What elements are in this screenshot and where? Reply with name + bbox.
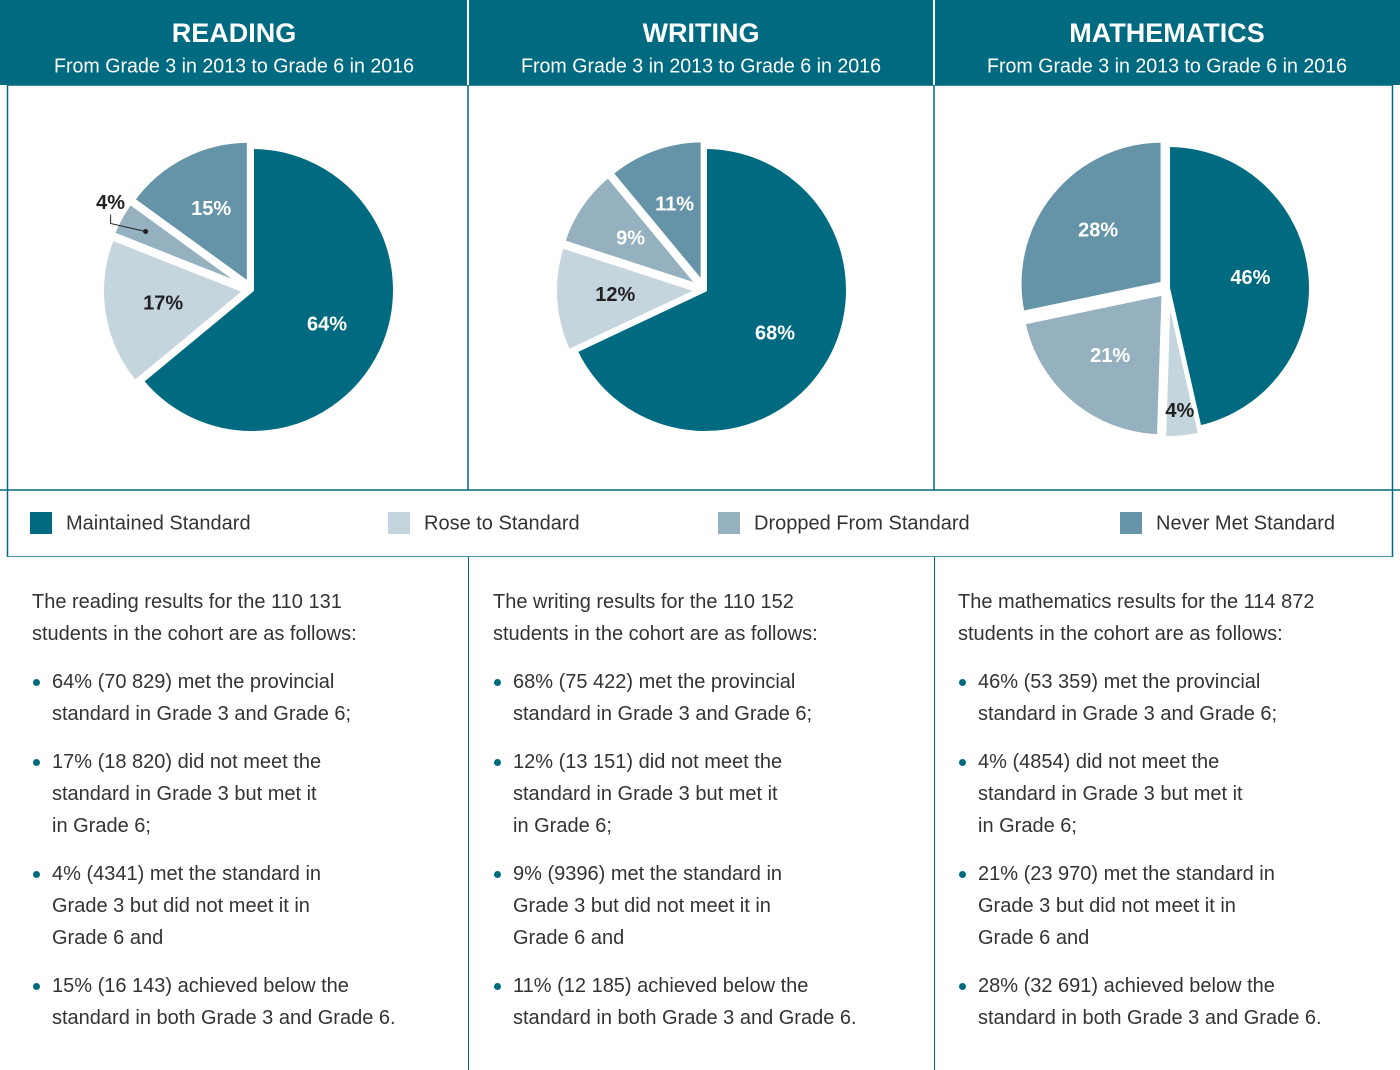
data-label: 4% [96,192,125,214]
text-line: 46% (53 359) met the provincial [978,671,1261,693]
bullet: 46% (53 359) met the provincial standard … [958,666,1398,730]
bullet: 12% (13 151) did not meet the standard in… [493,746,933,842]
bullet: 21% (23 970) met the standard in Grade 3 … [958,858,1398,954]
text-line: 4% (4341) met the standard in [52,863,322,885]
text-line: standard in both Grade 3 and Grade 6. [978,1007,1322,1029]
text-line: 15% (16 143) achieved below the [52,975,349,997]
data-label: 12% [595,284,635,306]
pie-slice [1017,138,1165,315]
chart-title: READING [172,18,297,48]
pie-slice [609,138,705,286]
legend-label: Rose to Standard [424,512,580,534]
text-line: students in the cohort are as follows: [32,623,357,645]
chart-title: MATHEMATICS [1069,18,1264,48]
legend-swatch [388,512,410,534]
legend-label: Dropped From Standard [754,512,970,534]
pie-slice [110,200,248,289]
pie-slice [100,236,248,385]
text-line: standard in Grade 3 but met it [978,783,1243,805]
pie-slice [553,244,701,354]
divider [934,557,935,1070]
header-band [0,0,1400,85]
legend-swatch [1120,512,1142,534]
chart-subtitle: From Grade 3 in 2013 to Grade 6 in 2016 [521,55,881,77]
text-line: 17% (18 820) did not meet the [52,751,322,773]
text-line: The writing results for the 110 152 [493,591,794,613]
pie-slice [1162,292,1203,440]
text-line: Grade 3 but did not meet it in [52,895,310,917]
text-line: Grade 3 but did not meet it in [513,895,771,917]
text-line: The reading results for the 110 131 [32,591,342,613]
leader-dot [143,229,149,235]
text-line: standard in both Grade 3 and Grade 6. [513,1007,857,1029]
intro: The writing results for the 110 152 stude… [493,586,933,650]
text-line: Grade 6 and [978,927,1090,949]
text-line: Grade 6 and [52,927,164,949]
intro: The reading results for the 110 131 stude… [32,586,472,650]
data-label: 28% [1078,220,1118,242]
text-line: students in the cohort are as follows: [493,623,818,645]
pie-slice [139,145,397,435]
data-label: 46% [1230,267,1270,289]
description: The writing results for the 110 152 stude… [493,586,933,1050]
legend-swatch [718,512,740,534]
intro: The mathematics results for the 114 872 s… [958,586,1398,650]
bullet: 17% (18 820) did not meet the standard in… [32,746,472,842]
text-line: 12% (13 151) did not meet the [513,751,783,773]
text-line: The mathematics results for the 114 872 [958,591,1315,613]
chart-subtitle: From Grade 3 in 2013 to Grade 6 in 2016 [987,55,1347,77]
text-line: standard in Grade 3 and Grade 6; [52,703,352,725]
text-line: 9% (9396) met the standard in [513,863,783,885]
text-line: 28% (32 691) achieved below the [978,975,1275,997]
pie-slice [561,173,702,289]
legend-label: Maintained Standard [66,512,251,534]
bullet: 15% (16 143) achieved below the standard … [32,970,472,1034]
data-label: 17% [143,292,183,314]
text-line: 64% (70 829) met the provincial [52,671,335,693]
data-label: 9% [616,228,645,250]
text-line: Grade 6 and [513,927,625,949]
legend-swatch [30,512,52,534]
description: The mathematics results for the 114 872 s… [958,586,1398,1050]
chart: READING From Grade 3 in 2013 to Grade 6 i… [0,0,1400,558]
text-line: in Grade 6; [978,815,1077,837]
data-label: 11% [655,194,694,216]
bullet: 28% (32 691) achieved below the standard … [958,970,1398,1034]
text-line: 68% (75 422) met the provincial [513,671,796,693]
text-line: standard in Grade 3 and Grade 6; [513,703,813,725]
bullet: 9% (9396) met the standard in Grade 3 but… [493,858,933,954]
bullet: 68% (75 422) met the provincial standard … [493,666,933,730]
text-line: in Grade 6; [52,815,151,837]
legend-label: Never Met Standard [1156,512,1335,534]
text-line: 11% (12 185) achieved below the [513,975,809,997]
data-label: 64% [307,314,347,336]
chart-subtitle: From Grade 3 in 2013 to Grade 6 in 2016 [54,55,414,77]
chart-title: WRITING [643,18,760,48]
pie-slice [131,138,251,286]
pie-slice [1021,291,1166,439]
pie-slice [1166,143,1313,430]
data-label: 4% [1165,400,1194,422]
bullet: 4% (4854) did not meet the standard in Gr… [958,746,1398,842]
leader-line [110,214,146,233]
text-line: standard in both Grade 3 and Grade 6. [52,1007,396,1029]
data-label: 21% [1090,345,1130,367]
text-line: standard in Grade 3 and Grade 6; [978,703,1278,725]
bullet: 64% (70 829) met the provincial standard … [32,666,472,730]
bullet: 11% (12 185) achieved below the standard … [493,970,933,1034]
text-line: 4% (4854) did not meet the [978,751,1220,773]
text-line: students in the cohort are as follows: [958,623,1283,645]
text-line: 21% (23 970) met the standard in [978,863,1275,885]
text-line: standard in Grade 3 but met it [52,783,317,805]
text-line: Grade 3 but did not meet it in [978,895,1236,917]
text-line: standard in Grade 3 but met it [513,783,778,805]
divider [468,557,469,1070]
description: The reading results for the 110 131 stude… [32,586,472,1050]
pie-slice [573,145,850,435]
data-label: 15% [191,198,231,220]
data-label: 68% [755,323,795,345]
bullet: 4% (4341) met the standard in Grade 3 but… [32,858,472,954]
text-line: in Grade 6; [513,815,612,837]
